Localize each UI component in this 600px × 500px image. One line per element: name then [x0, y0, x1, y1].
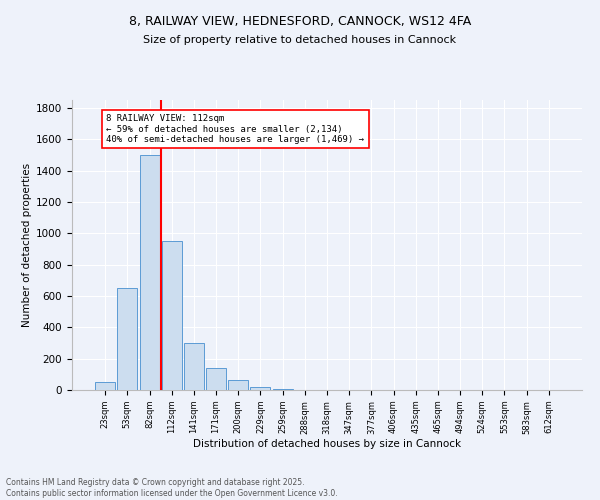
X-axis label: Distribution of detached houses by size in Cannock: Distribution of detached houses by size …	[193, 440, 461, 450]
Text: 8, RAILWAY VIEW, HEDNESFORD, CANNOCK, WS12 4FA: 8, RAILWAY VIEW, HEDNESFORD, CANNOCK, WS…	[129, 15, 471, 28]
Text: Contains HM Land Registry data © Crown copyright and database right 2025.
Contai: Contains HM Land Registry data © Crown c…	[6, 478, 338, 498]
Bar	[250, 386, 271, 390]
Y-axis label: Number of detached properties: Number of detached properties	[22, 163, 32, 327]
Bar	[162, 241, 182, 390]
Bar	[184, 343, 204, 390]
Text: Size of property relative to detached houses in Cannock: Size of property relative to detached ho…	[143, 35, 457, 45]
Bar	[272, 389, 293, 390]
Text: 8 RAILWAY VIEW: 112sqm
← 59% of detached houses are smaller (2,134)
40% of semi-: 8 RAILWAY VIEW: 112sqm ← 59% of detached…	[106, 114, 364, 144]
Bar	[206, 368, 226, 390]
Bar	[228, 380, 248, 390]
Bar	[118, 288, 137, 390]
Bar	[140, 155, 160, 390]
Bar	[95, 382, 115, 390]
